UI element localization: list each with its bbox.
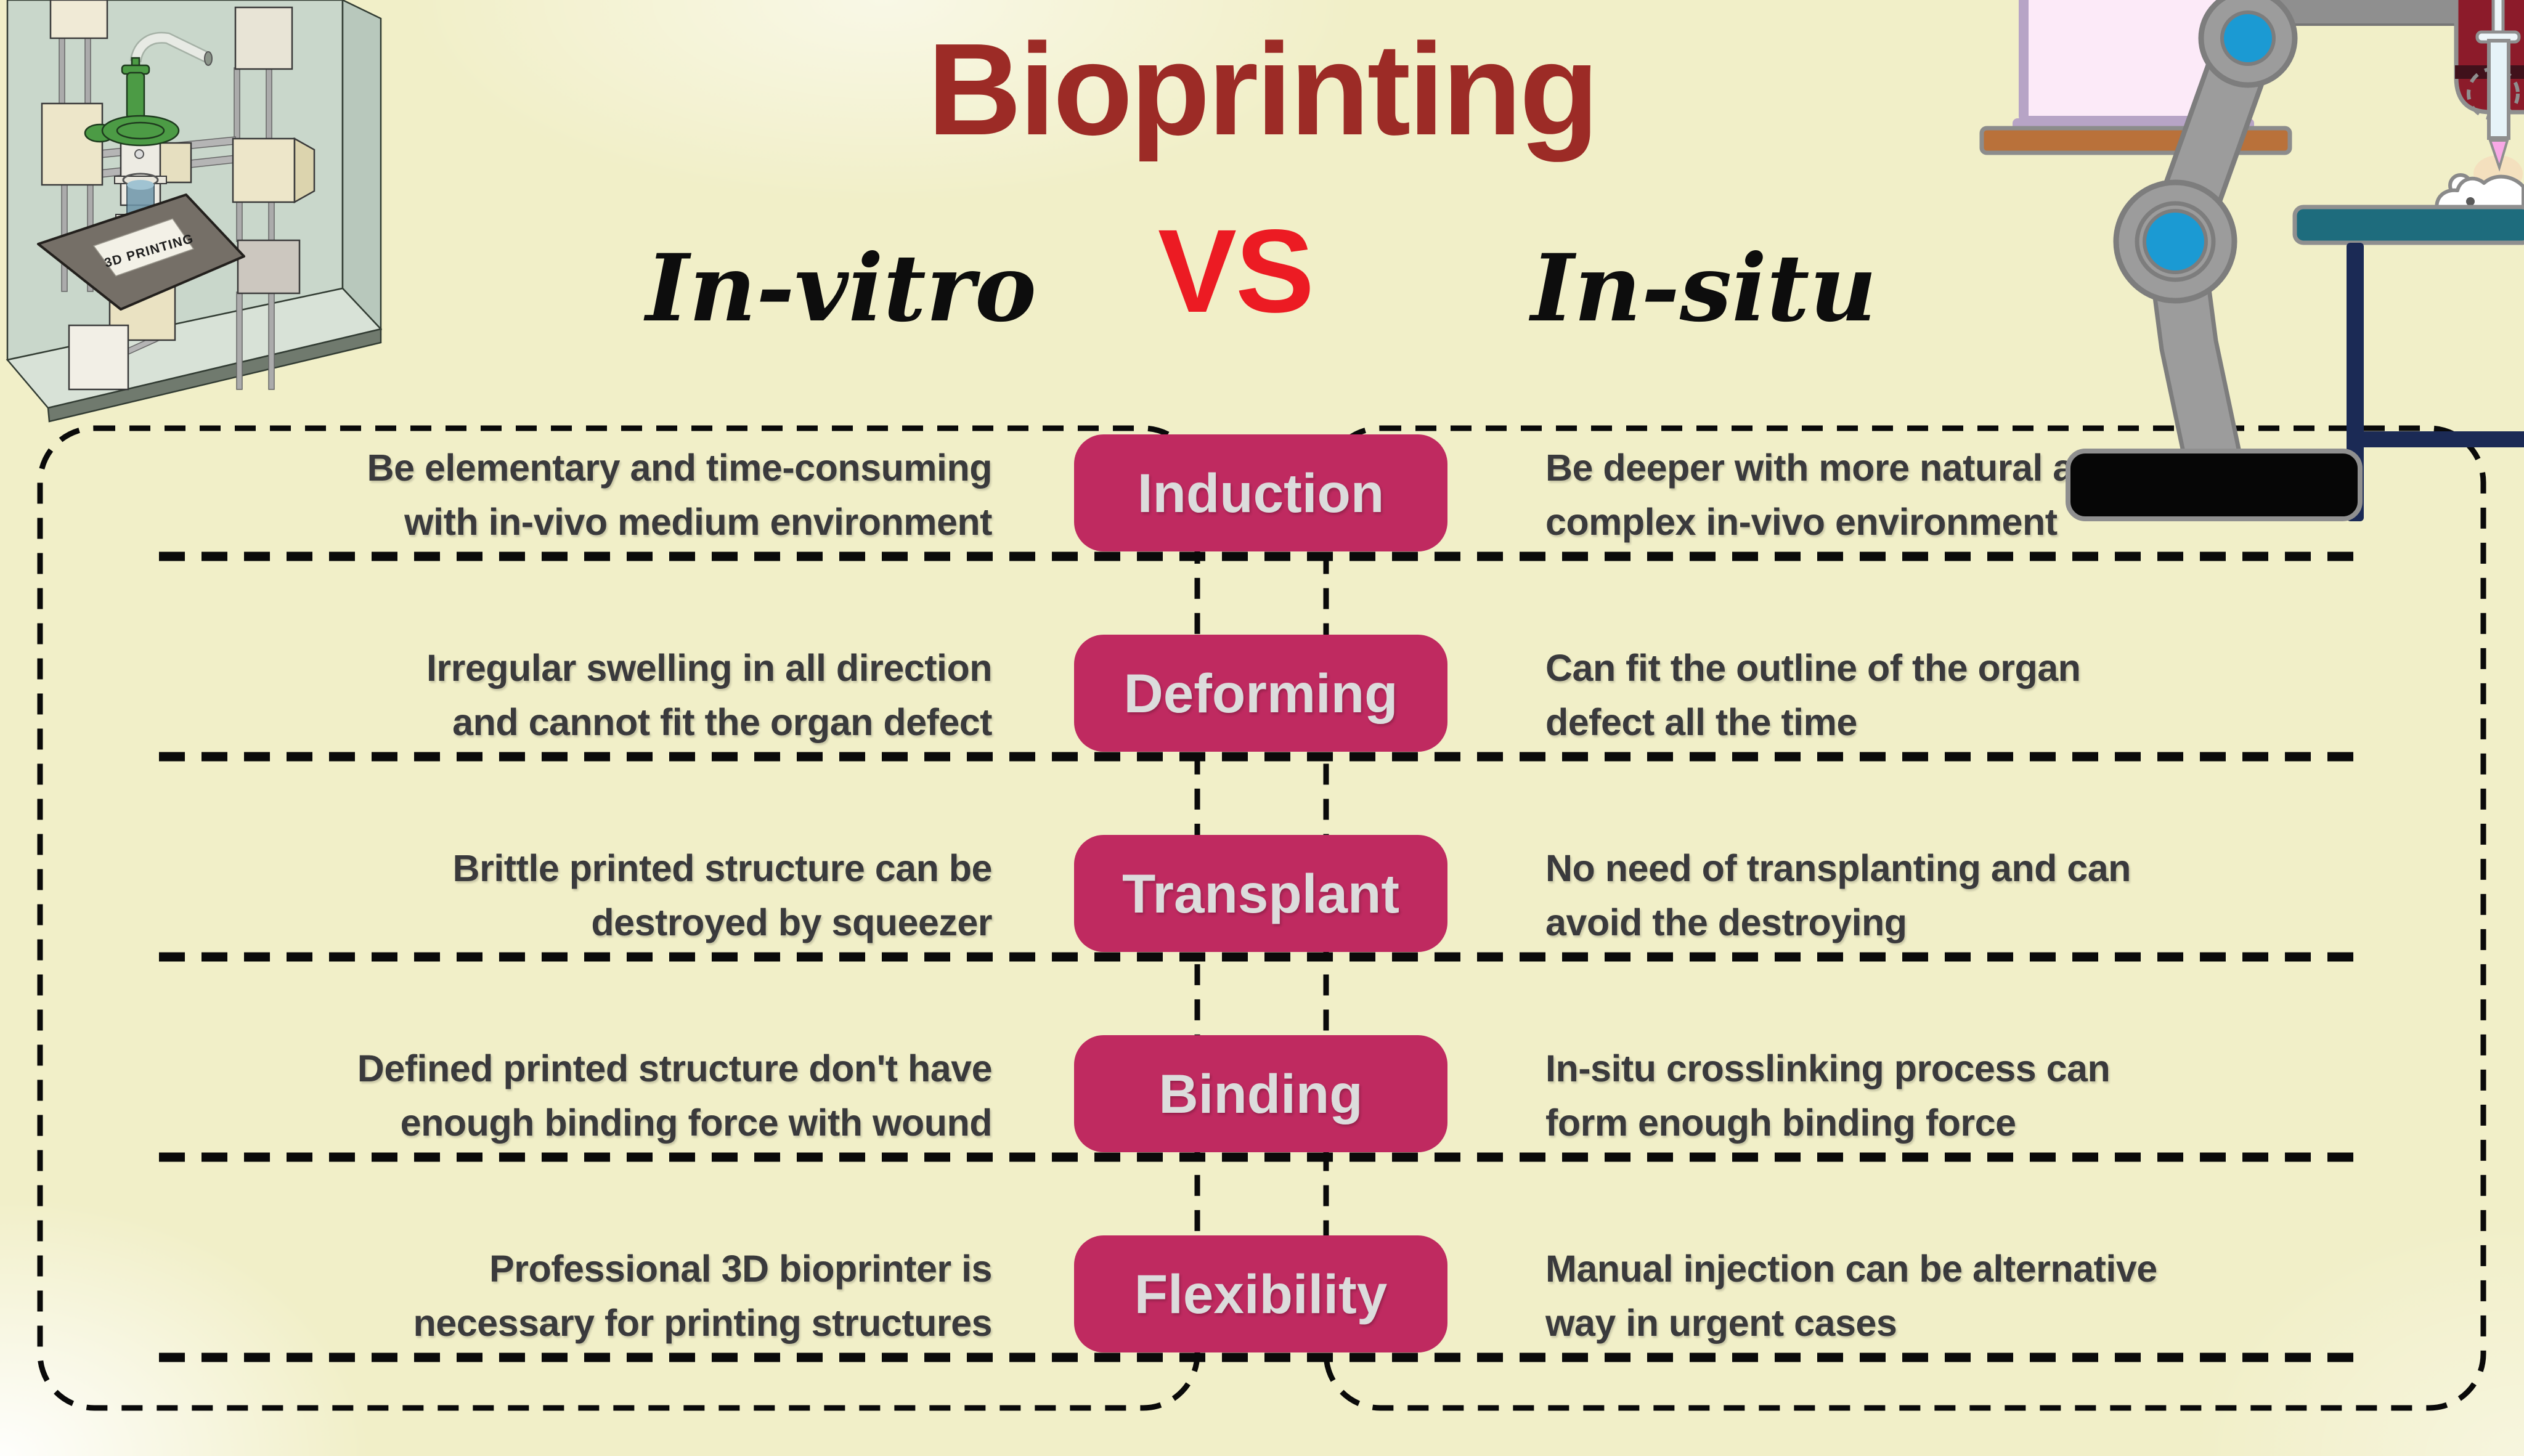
gantry-blocks [41, 0, 316, 391]
invitro-point-flexibility: Professional 3D bioprinter is necessary … [413, 1248, 993, 1344]
build-plate: 3D PRINTING [37, 193, 245, 311]
invitro-point-deforming: Irregular swelling in all direction and … [426, 647, 993, 743]
insitu-point-induction: Be deeper with more natural and complex … [1545, 447, 2119, 543]
category-pill-flexibility: Flexibility [1074, 1235, 1447, 1352]
category-pill-induction: Induction [1074, 434, 1447, 551]
invitro-point-transplant: Brittle printed structure can be destroy… [452, 847, 993, 943]
invitro-panel-border [37, 425, 1200, 1411]
arm-elbow-joint [2113, 179, 2237, 304]
invitro-heading: In-vitro [646, 234, 1036, 343]
bioprinter-illustration: 3D PRINTING [6, 0, 382, 423]
insitu-point-transplant: No need of transplanting and can avoid t… [1545, 847, 2131, 943]
invitro-point-binding: Defined printed structure don't have eno… [357, 1047, 993, 1144]
surgery-table [2292, 205, 2524, 245]
syringe [2475, 0, 2521, 140]
robot-base [2066, 449, 2363, 521]
page-title: Bioprinting [927, 16, 1599, 162]
category-pill-transplant: Transplant [1074, 835, 1447, 952]
versus-label: VS [1157, 205, 1314, 337]
category-pill-binding: Binding [1074, 1035, 1447, 1152]
needle [2488, 139, 2509, 172]
insitu-point-deforming: Can fit the outline of the organ defect … [1545, 647, 2081, 743]
invitro-point-induction: Be elementary and time-consuming with in… [367, 447, 993, 543]
insitu-point-flexibility: Manual injection can be alternative way … [1545, 1248, 2157, 1344]
insitu-point-binding: In-situ crosslinking process can form en… [1545, 1047, 2111, 1144]
syringe-pump-gear [84, 57, 180, 147]
table-crossbar [2363, 431, 2524, 447]
arm-shoulder-joint [2198, 0, 2298, 88]
category-pill-deforming: Deforming [1074, 635, 1447, 752]
robot-arm-illustration [1979, 0, 2524, 521]
insitu-heading: In-situ [1531, 234, 1877, 343]
